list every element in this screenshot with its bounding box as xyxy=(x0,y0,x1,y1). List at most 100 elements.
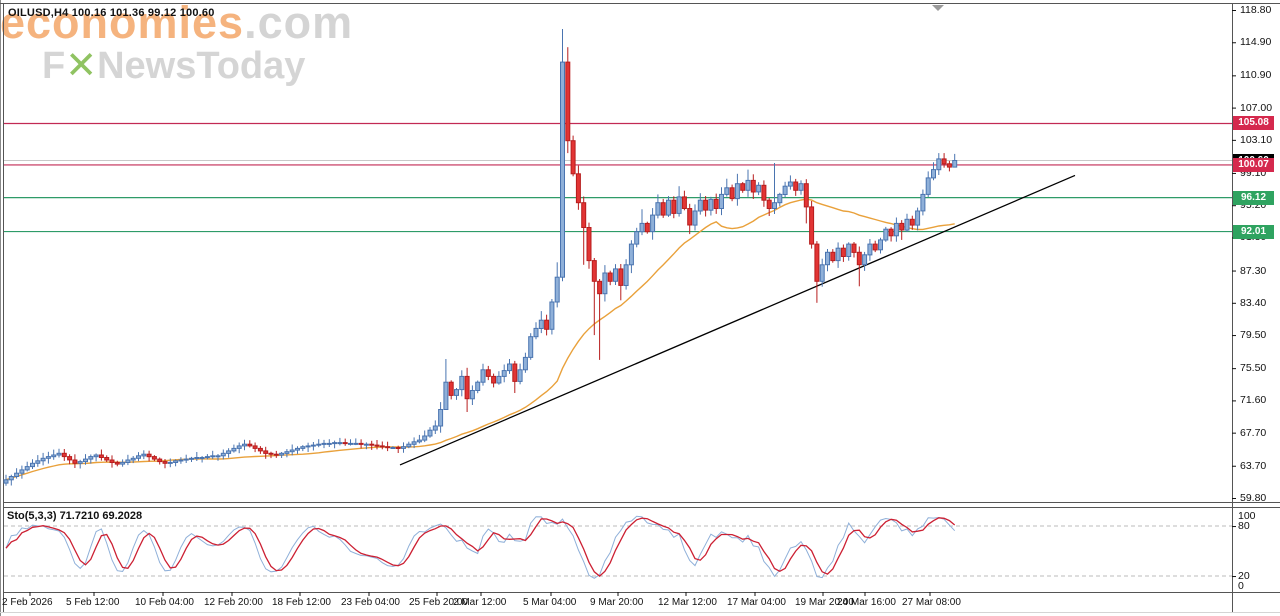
candle-bull xyxy=(215,454,221,461)
y-axis-label: 75.50 xyxy=(1240,362,1267,375)
candle-bull xyxy=(915,207,921,231)
candle-bull xyxy=(130,456,136,464)
candle-bear xyxy=(374,440,380,450)
candle-bull xyxy=(676,186,682,217)
candle-bull xyxy=(427,427,433,438)
candle-bull xyxy=(533,322,539,340)
watermark-x-glyph: ✕ xyxy=(65,45,98,87)
candle-bull xyxy=(189,456,194,462)
candle-bull xyxy=(279,452,285,458)
candle-bull xyxy=(194,452,200,461)
x-axis-date-label: 12 Mar 12:00 xyxy=(658,597,717,608)
candle-bull xyxy=(459,370,465,397)
candle-bull xyxy=(867,239,873,261)
candle-bear xyxy=(660,198,666,218)
candle-bull xyxy=(507,359,512,374)
candle-bear xyxy=(395,445,401,453)
y-axis-label: 87.30 xyxy=(1240,264,1267,277)
candle-bull xyxy=(348,439,353,446)
candle-bull xyxy=(787,175,793,190)
candle-bear xyxy=(740,182,746,193)
candle-bull xyxy=(167,458,173,468)
candle-bear xyxy=(342,438,348,446)
candle-bull xyxy=(93,453,99,462)
candle-bear xyxy=(671,196,677,219)
candle-bull xyxy=(893,217,899,242)
candle-bull xyxy=(3,474,9,486)
candle-bull xyxy=(220,449,226,460)
y-axis-label: 63.70 xyxy=(1240,459,1267,472)
candle-bear xyxy=(687,203,693,235)
candle-bull xyxy=(628,240,634,274)
moving-average-line xyxy=(5,198,955,481)
candle-bear xyxy=(512,360,518,393)
candle-bull xyxy=(756,182,762,196)
candle-bull xyxy=(798,180,804,195)
x-axis-date-label: 24 Mar 16:00 xyxy=(837,597,896,608)
candle-bear xyxy=(581,196,587,265)
candle-bull xyxy=(236,442,242,454)
y-axis-label: 110.90 xyxy=(1240,69,1272,82)
candle-bull xyxy=(45,451,51,464)
candle-bull xyxy=(501,364,507,383)
candle-bull xyxy=(639,209,645,236)
candle-bull xyxy=(538,311,544,334)
candle-bear xyxy=(872,240,878,253)
watermark-fxnewstoday-logo: F✕NewsToday xyxy=(42,45,306,87)
x-axis-date-label: 23 Feb 04:00 xyxy=(341,597,400,608)
candle-bear xyxy=(257,446,263,454)
candle-bull xyxy=(883,226,889,242)
candle-bull xyxy=(406,441,412,449)
candle-bull xyxy=(40,452,46,466)
candle-bull xyxy=(416,434,422,444)
candle-bull xyxy=(454,388,459,400)
candle-bear xyxy=(750,174,756,199)
watermark: economies.com F✕NewsToday xyxy=(0,0,1280,85)
x-axis-date-label: 17 Mar 04:00 xyxy=(727,597,786,608)
candle-bear xyxy=(644,221,650,234)
price-level-badge-100.07: 100.07 xyxy=(1233,157,1274,172)
x-axis-date-label: 2 Mar 12:00 xyxy=(453,597,507,608)
candle-bull xyxy=(634,227,640,248)
candle-bull xyxy=(289,444,295,456)
candle-bull xyxy=(708,196,714,216)
candle-bull xyxy=(904,213,910,232)
candle-bull xyxy=(846,242,852,261)
candle-bear xyxy=(114,460,120,467)
sto-scale-label: 0 xyxy=(1238,579,1244,592)
candle-bull xyxy=(554,262,560,308)
candle-bear xyxy=(570,135,576,177)
candle-bear xyxy=(162,459,168,469)
x-axis-date-label: 5 Mar 04:00 xyxy=(523,597,577,608)
candle-bull xyxy=(623,259,629,290)
candle-bull xyxy=(862,251,868,271)
sto-scale-label: 100 xyxy=(1238,510,1256,523)
candle-bear xyxy=(157,457,163,465)
candle-bear xyxy=(379,441,385,450)
candle-bull xyxy=(650,208,656,240)
candle-bear xyxy=(109,455,115,468)
candle-bull xyxy=(920,189,926,216)
candle-bull xyxy=(231,444,237,453)
trendline[interactable] xyxy=(399,174,1076,466)
candle-bull xyxy=(772,163,777,214)
candle-bear xyxy=(146,450,152,462)
candle-bull xyxy=(35,455,41,467)
price-level-badge-96.12: 96.12 xyxy=(1233,190,1274,205)
watermark-economies-logo: economies.com xyxy=(0,0,354,48)
y-axis-label: 114.90 xyxy=(1240,36,1272,49)
candle-bear xyxy=(268,451,274,459)
candle-bull xyxy=(284,449,290,458)
candle-bull xyxy=(173,459,179,467)
sto-scale-label: 20 xyxy=(1238,570,1250,583)
candle-bear xyxy=(851,242,857,258)
candle-bull xyxy=(411,437,417,449)
candle-bear xyxy=(263,446,269,459)
price-level-badge-92.01: 92.01 xyxy=(1233,224,1274,239)
candle-bull xyxy=(178,457,184,464)
candle-bear xyxy=(448,380,454,400)
candle-bear xyxy=(491,373,497,388)
candle-bear xyxy=(104,455,110,462)
x-axis-date-label: 25 Feb 20:00 xyxy=(409,597,468,608)
